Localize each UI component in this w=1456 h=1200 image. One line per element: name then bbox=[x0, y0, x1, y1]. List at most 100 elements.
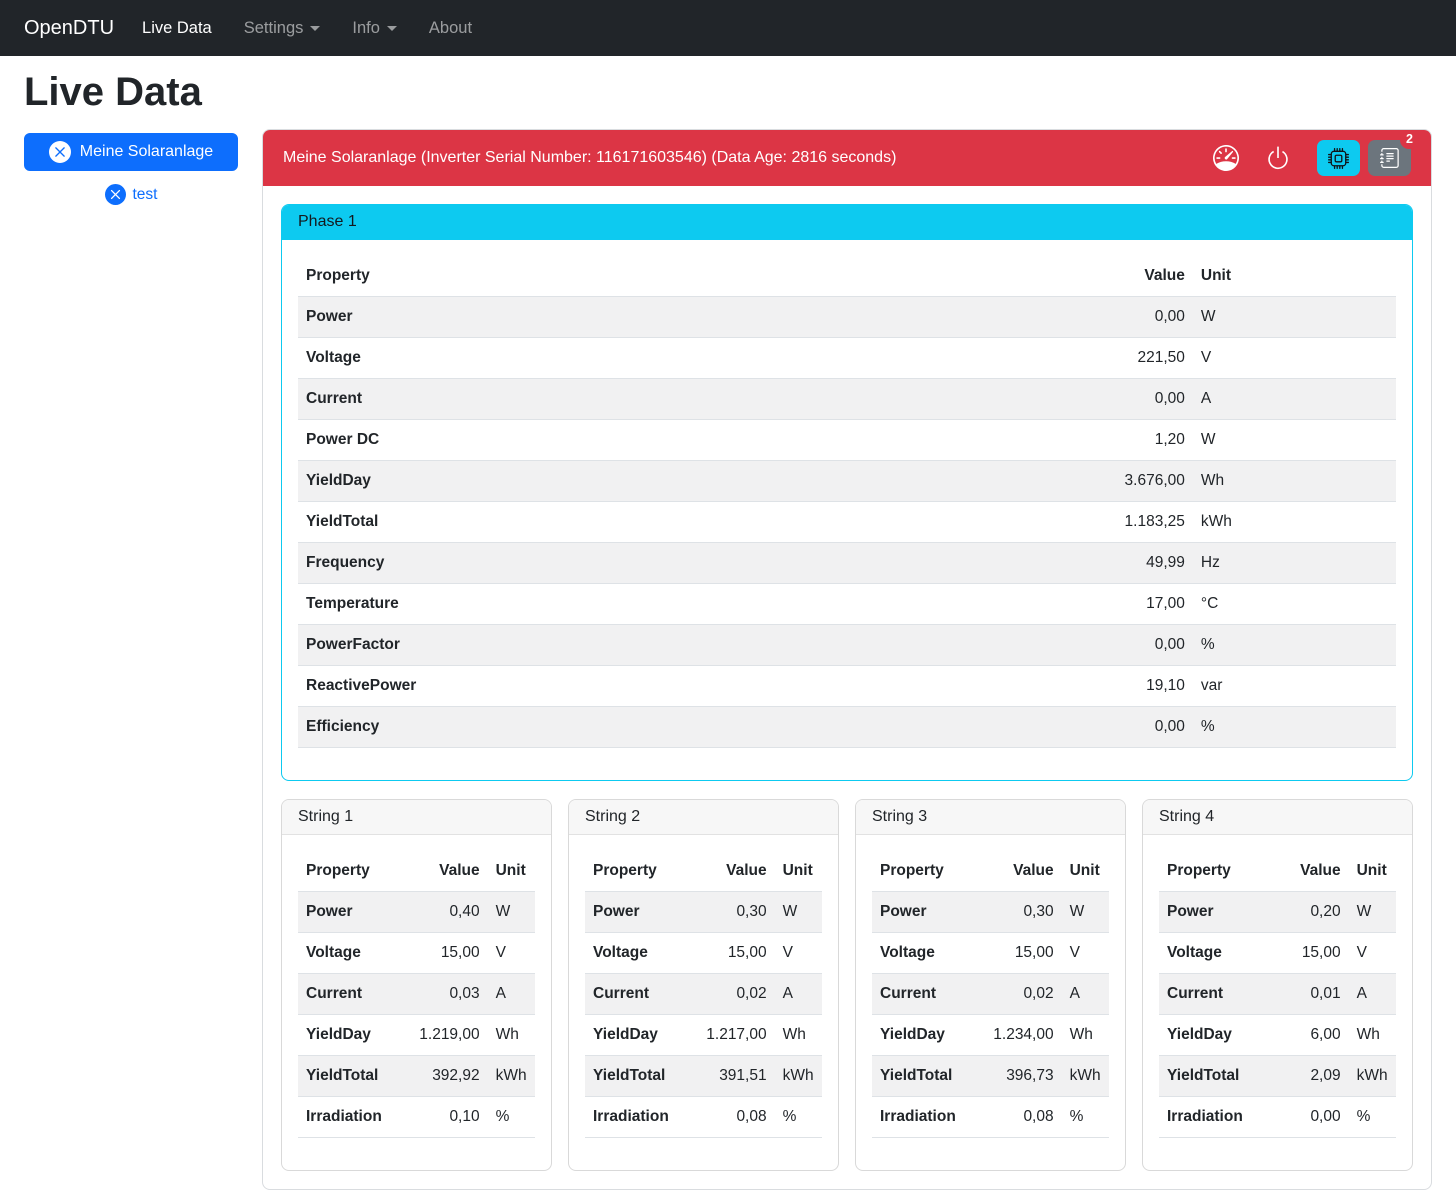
unit-cell: A bbox=[1200, 390, 1212, 407]
unit-cell: W bbox=[1069, 903, 1085, 920]
unit-cell: V bbox=[1200, 349, 1212, 366]
property-cell: Irradiation bbox=[593, 1108, 669, 1125]
unit-cell: % bbox=[1069, 1108, 1084, 1125]
property-cell: Power bbox=[306, 308, 353, 325]
table-row: YieldTotal 2,09 kWh bbox=[1159, 1055, 1396, 1097]
unit-cell: W bbox=[1200, 431, 1216, 448]
inverter-select-button[interactable]: Meine Solaranlage bbox=[24, 133, 238, 171]
value-cell: 0,00 bbox=[1154, 308, 1185, 325]
power-icon[interactable] bbox=[1265, 145, 1291, 171]
cpu-icon bbox=[1328, 147, 1349, 169]
unit-cell: Wh bbox=[1356, 1026, 1380, 1043]
unit-cell: % bbox=[1200, 718, 1215, 735]
table-row: YieldDay 3.676,00 Wh bbox=[298, 460, 1396, 502]
property-cell: YieldDay bbox=[306, 472, 371, 489]
value-cell: 0,40 bbox=[449, 903, 480, 920]
page-container: Live Data Meine Solaranlage test bbox=[0, 56, 1456, 1190]
inverter-panel-header: Meine Solaranlage (Inverter Serial Numbe… bbox=[263, 130, 1431, 186]
property-cell: Current bbox=[880, 985, 936, 1002]
value-cell: 2,09 bbox=[1310, 1067, 1341, 1084]
property-cell: Irradiation bbox=[1167, 1108, 1243, 1125]
unit-cell: °C bbox=[1200, 595, 1219, 612]
string-card-title: String 3 bbox=[856, 800, 1125, 835]
property-cell: YieldTotal bbox=[1167, 1067, 1240, 1084]
value-cell: 0,00 bbox=[1154, 718, 1185, 735]
table-row: Power 0,00 W bbox=[298, 296, 1396, 338]
property-cell: Irradiation bbox=[306, 1108, 382, 1125]
inverter-select-label: Meine Solaranlage bbox=[79, 143, 214, 160]
value-cell: 0,08 bbox=[736, 1108, 767, 1125]
unit-cell: var bbox=[1200, 677, 1223, 694]
inverter-info-button[interactable] bbox=[1317, 140, 1360, 176]
unit-cell: V bbox=[782, 944, 793, 961]
inverter-link-test[interactable]: test bbox=[104, 184, 157, 205]
property-cell: Frequency bbox=[306, 554, 385, 571]
property-cell: Power bbox=[593, 903, 640, 920]
nav-item-about[interactable]: About bbox=[429, 19, 472, 38]
inverter-toolbar: 2 bbox=[1213, 130, 1419, 176]
unit-cell: W bbox=[495, 903, 511, 920]
speedometer-icon[interactable] bbox=[1213, 145, 1239, 171]
table-row: Irradiation 0,08% bbox=[585, 1097, 822, 1138]
table-row: PowerFactor 0,00% bbox=[298, 624, 1396, 666]
column-unit: Unit bbox=[782, 862, 813, 879]
column-value: Value bbox=[1013, 862, 1054, 879]
value-cell: 0,30 bbox=[1023, 903, 1054, 920]
unit-cell: W bbox=[1356, 903, 1372, 920]
table-row: Power DC 1,20 W bbox=[298, 420, 1396, 461]
property-cell: Power bbox=[880, 903, 927, 920]
string-card: String 2 Property Value Unit bbox=[568, 799, 839, 1171]
value-cell: 0,30 bbox=[736, 903, 767, 920]
event-log-button[interactable]: 2 bbox=[1368, 130, 1419, 176]
table-row: Frequency 49,99 Hz bbox=[298, 542, 1396, 584]
table-row: Power 0,40 W bbox=[298, 891, 535, 933]
table-row: YieldDay 1.234,00 Wh bbox=[872, 1015, 1109, 1056]
nav-item-info[interactable]: Info bbox=[352, 19, 397, 38]
value-cell: 0,00 bbox=[1154, 636, 1185, 653]
column-property: Property bbox=[306, 267, 370, 284]
table-header-row: Property Value Unit bbox=[1159, 851, 1396, 892]
table-row: Voltage 15,00 V bbox=[872, 933, 1109, 974]
table-row: YieldTotal 396,73 kWh bbox=[872, 1055, 1109, 1097]
property-cell: YieldTotal bbox=[306, 1067, 379, 1084]
nav-item-live-data[interactable]: Live Data bbox=[142, 19, 212, 38]
table-row: Power 0,20 W bbox=[1159, 891, 1396, 933]
strings-row: String 1 Property Value Unit bbox=[281, 799, 1413, 1171]
value-cell: 1.217,00 bbox=[706, 1026, 767, 1043]
string-table: Property Value Unit Power 0,30 W Voltage 15,… bbox=[585, 851, 822, 1138]
nav-item-settings[interactable]: Settings bbox=[244, 19, 321, 38]
table-row: Current 0,02 A bbox=[872, 973, 1109, 1015]
string-card-title: String 1 bbox=[282, 800, 551, 835]
unit-cell: A bbox=[1069, 985, 1080, 1002]
value-cell: 0,03 bbox=[449, 985, 480, 1002]
property-cell: Temperature bbox=[306, 595, 399, 612]
value-cell: 49,99 bbox=[1146, 554, 1185, 571]
value-cell: 0,10 bbox=[449, 1108, 480, 1125]
string-card-title: String 4 bbox=[1143, 800, 1412, 835]
table-row: Current 0,00 A bbox=[298, 378, 1396, 420]
column-unit: Unit bbox=[1356, 862, 1387, 879]
column-property: Property bbox=[880, 862, 944, 879]
property-cell: YieldDay bbox=[306, 1026, 371, 1043]
unit-cell: V bbox=[495, 944, 506, 961]
unit-cell: Wh bbox=[1069, 1026, 1093, 1043]
nav-item-label: About bbox=[428, 18, 473, 37]
unit-cell: kWh bbox=[1069, 1067, 1101, 1084]
chevron-down-icon bbox=[310, 25, 321, 31]
phase-card-title: Phase 1 bbox=[282, 205, 1412, 240]
property-cell: YieldTotal bbox=[880, 1067, 953, 1084]
table-row: Efficiency 0,00% bbox=[298, 706, 1396, 748]
table-row: Power 0,30 W bbox=[872, 891, 1109, 933]
property-cell: Irradiation bbox=[880, 1108, 956, 1125]
app-brand[interactable]: OpenDTU bbox=[24, 16, 115, 39]
table-row: Current 0,01 A bbox=[1159, 973, 1396, 1015]
property-cell: Power bbox=[306, 903, 353, 920]
unit-cell: W bbox=[1200, 308, 1216, 325]
table-row: Temperature 17,00 °C bbox=[298, 584, 1396, 625]
table-row: YieldTotal 392,92 kWh bbox=[298, 1055, 535, 1097]
unit-cell: % bbox=[1356, 1108, 1371, 1125]
inverter-panel-title: Meine Solaranlage (Inverter Serial Numbe… bbox=[283, 149, 897, 166]
property-cell: YieldDay bbox=[880, 1026, 945, 1043]
unit-cell: A bbox=[782, 985, 793, 1002]
value-cell: 15,00 bbox=[1014, 944, 1054, 961]
